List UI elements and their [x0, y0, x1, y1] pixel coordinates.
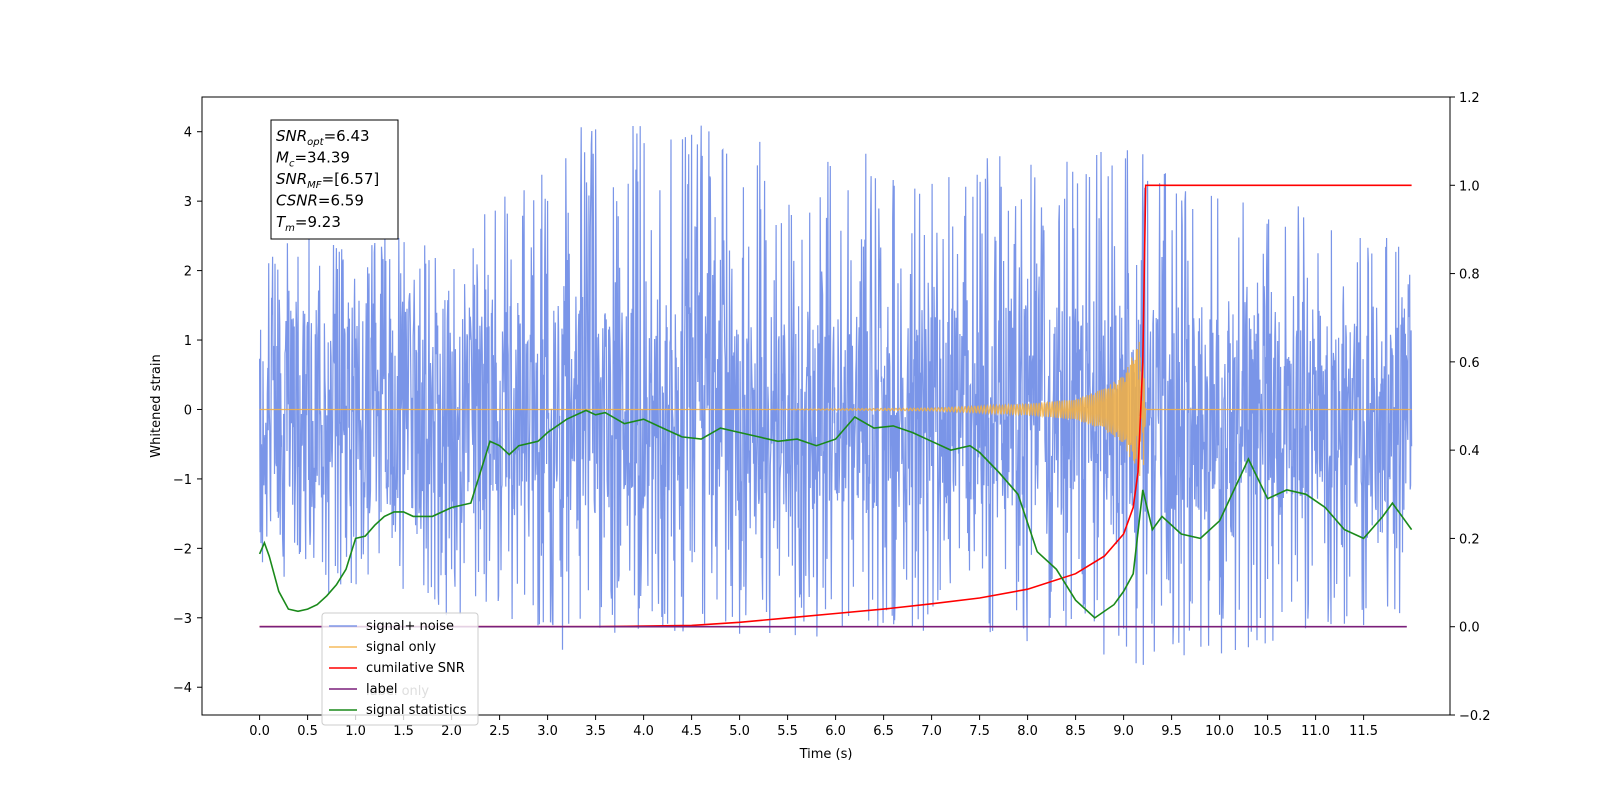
x-tick-label: 11.0	[1301, 724, 1330, 739]
x-tick-label: 0.5	[297, 724, 318, 739]
x-tick-label: 5.5	[777, 724, 798, 739]
annotation-line: Mc=34.39	[276, 149, 350, 170]
y-right-tick-label: −0.2	[1459, 709, 1491, 724]
x-tick-label: 9.0	[1113, 724, 1134, 739]
annotation-line: SNRMF=[6.57]	[276, 170, 379, 191]
y-right-tick-label: 0.4	[1459, 444, 1480, 459]
x-tick-label: 2.0	[441, 724, 462, 739]
y-left-tick-label: 4	[184, 126, 192, 141]
annotation-line: CSNR=6.59	[276, 192, 364, 210]
y-right-tick-label: 0.2	[1459, 532, 1480, 547]
legend-entry-label: cumilative SNR	[366, 661, 465, 676]
x-tick-label: 3.0	[537, 724, 558, 739]
x-axis-ticks: 0.0 0.5 1.0 1.5 2.0 2.5 3.0 3.5 4.0 4.5 5.0 5.5 6.0 6…	[249, 715, 1378, 739]
x-tick-label: 6.5	[873, 724, 894, 739]
legend-frame	[321, 612, 479, 726]
x-tick-label: 4.0	[633, 724, 654, 739]
y-left-tick-label: −3	[173, 612, 192, 627]
y-left-tick-label: 0	[184, 403, 192, 418]
y-axis-right-ticks: 1.2 1.0 0.8 0.6 0.4 0.2 0.0 −0.2	[1450, 91, 1491, 724]
x-tick-label: 0.0	[249, 724, 270, 739]
series-signal-statistics	[258, 409, 1413, 619]
y-left-tick-label: −1	[173, 473, 192, 488]
y-right-tick-label: 0.0	[1459, 621, 1480, 636]
y-right-tick-label: 1.0	[1459, 179, 1480, 194]
x-tick-label: 8.0	[1017, 724, 1038, 739]
y-left-tick-label: −2	[173, 542, 192, 557]
annotation-line: SNRopt=6.43	[276, 127, 370, 148]
series-signal-only	[259, 341, 1412, 477]
x-tick-label: 6.0	[825, 724, 846, 739]
annotation-box: SNRopt=6.43Mc=34.39SNRMF=[6.57]CSNR=6.59…	[270, 119, 399, 240]
y-left-tick-label: 2	[184, 265, 192, 280]
x-tick-label: 8.5	[1065, 724, 1086, 739]
legend-entry-label: signal statistics	[366, 703, 467, 718]
legend-entry-label: signal only	[366, 640, 436, 655]
x-tick-label: 7.0	[921, 724, 942, 739]
y-left-tick-label: −4	[173, 681, 192, 696]
legend: label only signal+ noise signal only cumila…	[321, 612, 479, 726]
x-tick-label: 4.5	[681, 724, 702, 739]
legend-entry-label: signal+ noise	[366, 619, 454, 634]
y-axis-left-ticks: 4 3 2 1 0 −1 −2 −3 −4	[173, 126, 202, 696]
plot-frame	[201, 96, 1451, 716]
x-tick-label: 1.5	[393, 724, 414, 739]
annotation-line: Tm=9.23	[276, 213, 341, 234]
x-tick-label: 5.0	[729, 724, 750, 739]
y-left-tick-label: 3	[184, 195, 192, 210]
x-tick-label: 10.5	[1253, 724, 1282, 739]
y-right-tick-label: 0.6	[1459, 356, 1480, 371]
legend-entry-label: label	[366, 682, 397, 697]
y-left-tick-label: 1	[184, 334, 192, 349]
x-tick-label: 7.5	[969, 724, 990, 739]
x-axis-label: Time (s)	[799, 747, 853, 762]
y-right-tick-label: 1.2	[1459, 91, 1480, 106]
x-tick-label: 2.5	[489, 724, 510, 739]
x-tick-label: 1.0	[345, 724, 366, 739]
annotation-box-frame	[270, 119, 399, 240]
x-tick-label: 10.0	[1205, 724, 1234, 739]
x-tick-label: 11.5	[1349, 724, 1378, 739]
series-signal-noise	[259, 125, 1413, 665]
legend-overlay-text: label only	[366, 684, 429, 699]
series-cumulative-snr	[259, 184, 1412, 628]
y-right-tick-label: 0.8	[1459, 268, 1480, 283]
x-tick-label: 9.5	[1161, 724, 1182, 739]
y-axis-left-label: Whitened strain	[149, 354, 164, 457]
x-tick-label: 3.5	[585, 724, 606, 739]
